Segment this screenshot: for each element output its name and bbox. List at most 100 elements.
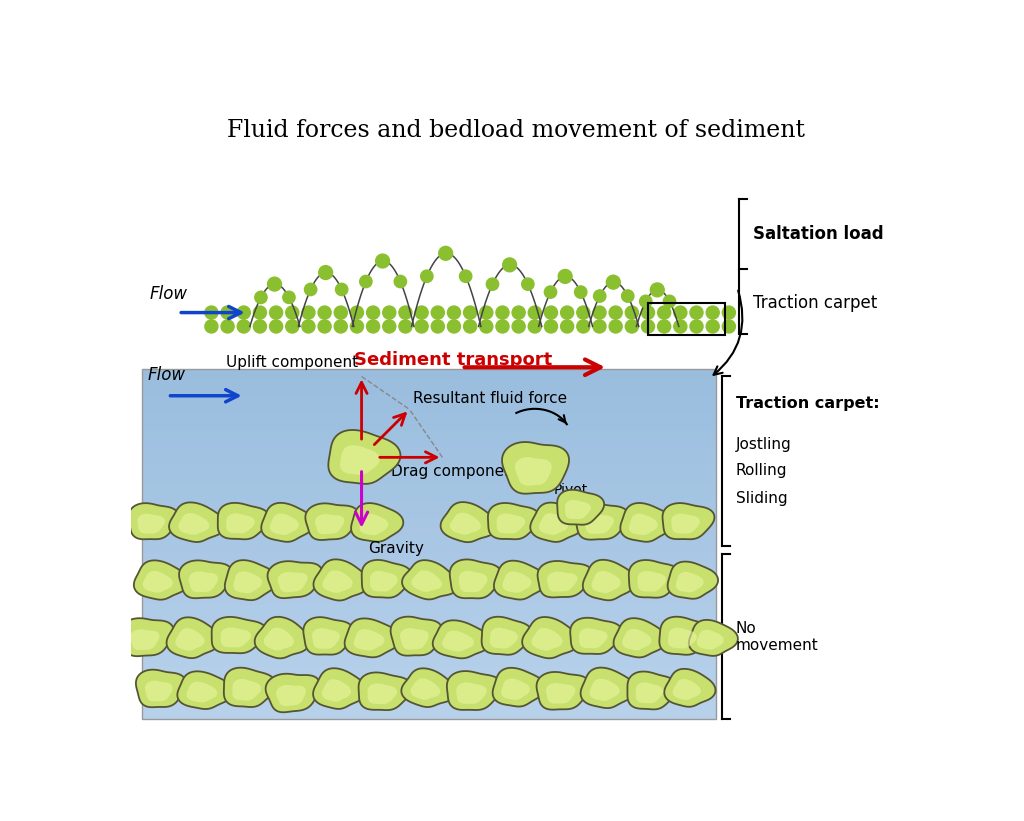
Bar [142,421,716,430]
Polygon shape [673,679,700,700]
Bar [142,369,716,378]
Polygon shape [659,617,712,655]
Circle shape [606,275,621,289]
Polygon shape [581,667,635,708]
Polygon shape [579,628,607,649]
Circle shape [496,320,509,333]
Polygon shape [697,630,724,649]
Polygon shape [457,682,486,704]
Polygon shape [433,621,490,658]
Bar [142,378,716,387]
Bar [142,492,716,500]
Polygon shape [179,561,232,599]
Polygon shape [497,513,525,534]
Circle shape [205,320,218,333]
Circle shape [528,306,542,319]
Polygon shape [628,672,678,709]
Polygon shape [530,502,584,542]
Polygon shape [142,571,173,593]
Circle shape [421,270,433,282]
Circle shape [304,283,316,296]
Polygon shape [412,571,442,592]
Polygon shape [226,513,255,534]
Polygon shape [305,503,358,540]
Bar [142,518,716,526]
Circle shape [622,290,634,302]
Circle shape [593,306,606,319]
Circle shape [376,254,389,268]
Circle shape [512,306,525,319]
Polygon shape [137,514,165,534]
Circle shape [528,320,542,333]
Polygon shape [312,628,340,649]
Circle shape [431,306,444,319]
Bar [142,369,716,719]
Circle shape [640,296,652,308]
Circle shape [269,320,283,333]
Circle shape [722,306,735,319]
Polygon shape [188,571,218,592]
Polygon shape [303,617,353,654]
Bar [142,456,716,466]
Circle shape [609,320,623,333]
Polygon shape [186,681,217,703]
Circle shape [626,306,638,319]
Polygon shape [400,628,429,649]
Bar [142,623,716,631]
Polygon shape [218,503,269,539]
Polygon shape [265,674,319,713]
Polygon shape [689,620,738,656]
Bar [142,483,716,492]
Circle shape [336,283,348,296]
Circle shape [367,320,380,333]
Polygon shape [225,560,278,600]
Bar [142,544,716,553]
Text: Resultant fluid force: Resultant fluid force [414,391,567,406]
Circle shape [560,306,573,319]
Polygon shape [411,678,440,699]
Text: Sliding: Sliding [736,491,787,506]
Polygon shape [501,679,530,699]
Polygon shape [322,679,351,702]
Polygon shape [590,679,620,701]
Bar [142,571,716,579]
Bar [142,658,716,667]
Circle shape [221,320,234,333]
Polygon shape [264,628,294,650]
Circle shape [690,306,703,319]
Circle shape [650,283,665,297]
Polygon shape [583,560,636,600]
Polygon shape [515,457,552,485]
Polygon shape [323,571,352,593]
Polygon shape [221,627,251,648]
Circle shape [657,306,671,319]
Polygon shape [169,502,225,542]
Circle shape [238,306,250,319]
Polygon shape [121,618,174,656]
Circle shape [657,320,671,333]
Polygon shape [522,617,579,658]
Polygon shape [668,627,697,649]
Circle shape [302,306,315,319]
Bar [142,588,716,597]
Bar [142,710,716,719]
Polygon shape [368,683,397,704]
Polygon shape [233,571,262,594]
Circle shape [594,290,606,302]
Polygon shape [546,683,575,704]
Circle shape [577,320,590,333]
Text: Flow: Flow [147,366,185,384]
Polygon shape [390,617,442,656]
Bar [142,579,716,588]
Text: Pivot: Pivot [554,483,588,497]
Polygon shape [531,628,562,651]
Polygon shape [232,679,261,700]
Text: Drag component: Drag component [391,464,519,479]
Polygon shape [446,671,502,710]
Circle shape [609,306,623,319]
Circle shape [221,306,234,319]
Bar [142,631,716,640]
Circle shape [255,291,267,304]
Bar [142,395,716,404]
Polygon shape [358,672,413,710]
